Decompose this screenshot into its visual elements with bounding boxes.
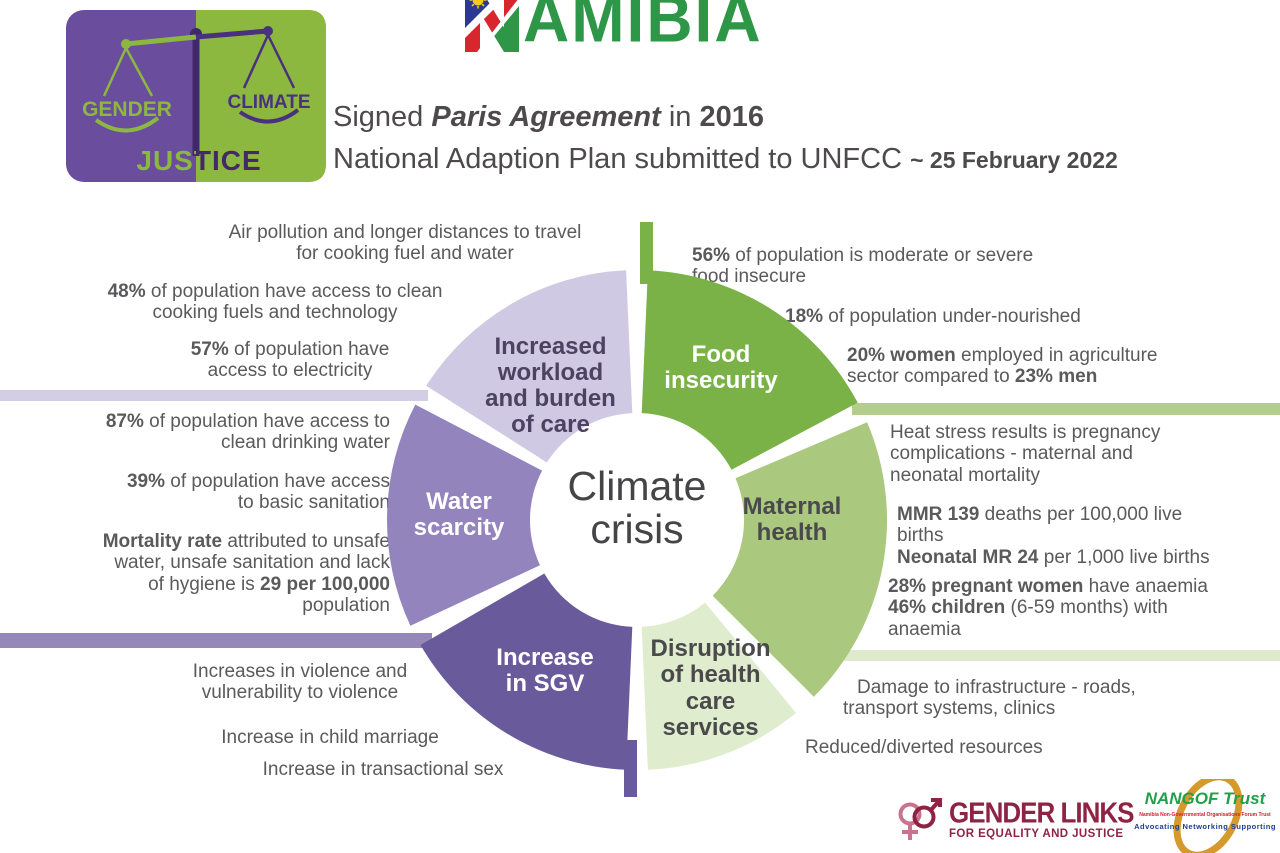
fact-mortality-rate: Mortality rate attributed to unsafe wate… [102, 531, 390, 616]
connector-bar-right-top [852, 403, 1280, 415]
fact-transactional-sex: Increase in transactional sex [262, 759, 504, 780]
connector-bar-left-top [0, 390, 428, 401]
pan-string [242, 34, 270, 89]
label-increased-workload: Increased workload and burden of care [485, 333, 616, 438]
adaptation-plan-line: National Adaption Plan submitted to UNFC… [333, 143, 1118, 175]
gender-symbols-icon [898, 798, 942, 840]
label-water-scarcity: Water scarcity [413, 488, 505, 542]
nangof-ellipse-icon [1173, 779, 1243, 853]
gender-links-logo: GENDER LINKS FOR EQUALITY AND JUSTICE [893, 792, 1134, 846]
label-food-insecurity: Food insecurity [664, 341, 778, 395]
flag-sun [469, 0, 487, 9]
fact-child-marriage: Increase in child marriage [221, 727, 439, 748]
pan-arc-right [238, 108, 300, 124]
flag-red-band [465, 0, 519, 52]
pan-arc-left [94, 116, 160, 133]
logo-word-justice: JUSTICE [136, 145, 261, 176]
fact-electricity: 57% of population have access to electri… [190, 339, 390, 382]
connector-bar-left-bottom [0, 633, 432, 648]
country-title-text: AMIBIA [523, 0, 763, 57]
beam-knob-right [263, 26, 273, 36]
center-title: Climate crisis [567, 463, 707, 553]
fact-mmr: MMR 139 deaths per 100,000 live births N… [897, 504, 1210, 568]
scale-beam-left [125, 34, 197, 47]
fact-heat-stress: Heat stress results is pregnancy complic… [890, 422, 1161, 486]
fact-food-insecure: 56% of population is moderate or severe … [692, 245, 1034, 288]
gender-links-tagline: FOR EQUALITY AND JUSTICE [949, 828, 1124, 840]
fact-under-nourished: 18% of population under-nourished [785, 306, 1081, 327]
segment-increase-sgv [420, 573, 633, 770]
fact-air-pollution: Air pollution and longer distances to tr… [228, 222, 582, 265]
logo-word-climate: CLIMATE [227, 92, 310, 113]
fact-reduced-resources: Reduced/diverted resources [805, 737, 1043, 758]
segment-disruption-health-care [641, 602, 796, 770]
gender-links-name: GENDER LINKS [949, 795, 1134, 830]
pan-string [124, 47, 154, 97]
scale-beam-right [195, 28, 269, 40]
segment-increased-workload [426, 270, 633, 463]
segment-water-scarcity [387, 404, 543, 626]
country-title: AMIBIA [465, 0, 763, 52]
pan-string [266, 34, 296, 89]
gender-climate-justice-logo: GENDER CLIMATE JUSTICE JUSTICE [66, 10, 326, 182]
fact-agriculture-employment: 20% women employed in agriculture sector… [847, 345, 1158, 388]
nangof-name: NANGOF Trust [1144, 789, 1266, 808]
fact-infrastructure-damage: Damage to infrastructure - roads, transp… [843, 677, 1136, 720]
fact-clean-cooking: 48% of population have access to clean c… [107, 281, 443, 324]
connector-bar-bottom-vertical [624, 740, 637, 797]
nangof-tagline: Advocating Networking Supporting [1134, 822, 1276, 831]
logo-word-justice: JUSTICE [136, 145, 261, 176]
label-disruption-health-care: Disruption of health care services [650, 635, 771, 742]
label-increase-sgv: Increase in SGV [496, 644, 594, 698]
segment-maternal-health [712, 422, 888, 697]
flag-blue-triangle [465, 0, 505, 28]
fact-anaemia: 28% pregnant women have anaemia 46% chil… [888, 576, 1208, 640]
nangof-subtitle: Namibia Non-Governmental Organisations F… [1139, 812, 1271, 818]
pan-string [102, 47, 128, 97]
fact-drinking-water: 87% of population have access to clean d… [105, 411, 390, 454]
logo-right-panel [196, 10, 326, 182]
namibia-flag-letter-n [465, 0, 519, 52]
connector-bar-top-vertical [640, 222, 653, 284]
segment-food-insecurity [641, 270, 858, 470]
nangof-trust-logo: NANGOF Trust Namibia Non-Governmental Or… [1130, 779, 1280, 853]
paris-agreement-line: Signed Paris Agreement in 2016 [333, 101, 764, 133]
logo-word-gender: GENDER [82, 98, 172, 121]
fact-sanitation: 39% of population have access to basic s… [126, 471, 390, 514]
label-maternal-health: Maternal health [742, 493, 842, 547]
connector-bar-right-bottom [800, 650, 1280, 661]
fact-violence: Increases in violence and vulnerability … [192, 661, 408, 704]
beam-knob-left [121, 39, 131, 49]
